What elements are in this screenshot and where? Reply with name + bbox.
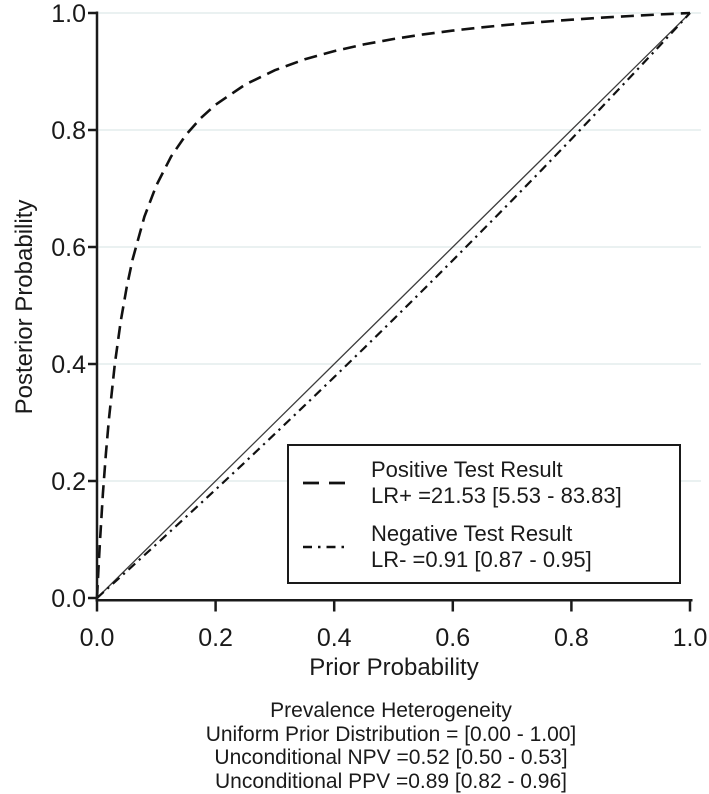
y-tick-label: 0.4 (51, 351, 86, 379)
y-tick-label: 0.0 (51, 585, 86, 613)
footer-note-prior: Uniform Prior Distribution = [0.00 - 1.0… (205, 722, 577, 746)
footer-note-ppv: Unconditional PPV =0.89 [0.82 - 0.96] (215, 769, 567, 793)
legend-stat-negative: LR- =0.91 [0.87 - 0.95] (371, 547, 592, 572)
x-tick-label: 1.0 (673, 624, 708, 652)
dashdot-line-sample-icon (303, 545, 347, 549)
series-reference-line-posterior-equals-prior (96, 12, 691, 599)
dashed-line-sample-icon (303, 481, 347, 485)
footer-note-npv: Unconditional NPV =0.52 [0.50 - 0.53] (214, 746, 568, 769)
y-axis-title: Posterior Probability (11, 199, 38, 415)
series-negative-test-result (96, 12, 691, 599)
legend-stat-positive: LR+ =21.53 [5.53 - 83.83] (371, 483, 622, 508)
y-tick-label: 0.2 (51, 468, 86, 496)
x-tick-label: 0.8 (554, 624, 589, 652)
x-axis-title: Prior Probability (309, 654, 479, 681)
footer-note-title: Prevalence Heterogeneity (270, 699, 512, 722)
x-tick-label: 0.2 (198, 624, 233, 652)
y-tick-label: 0.6 (51, 234, 86, 262)
legend-entry-negative: Negative Test Result LR- =0.91 [0.87 - 0… (303, 521, 669, 573)
legend-label-positive: Positive Test Result (371, 457, 563, 482)
x-tick-label: 0.4 (317, 624, 352, 652)
y-tick-label: 1.0 (51, 0, 86, 28)
series-positive-test-result (95, 11, 691, 599)
footer-notes: Prevalence Heterogeneity Uniform Prior D… (71, 699, 709, 793)
plot-area: 0.0 0.2 0.4 0.6 0.8 1.0 0.0 0.2 0.4 0.6 0.8 1.0 (51, 0, 708, 652)
legend-box: Positive Test Result LR+ =21.53 [5.53 - … (287, 444, 681, 584)
legend-label-negative: Negative Test Result (371, 521, 573, 546)
legend-text-negative: Negative Test Result LR- =0.91 [0.87 - 0… (371, 521, 592, 573)
legend-entry-positive: Positive Test Result LR+ =21.53 [5.53 - … (303, 457, 669, 509)
legend-text-positive: Positive Test Result LR+ =21.53 [5.53 - … (371, 457, 622, 509)
y-tick-label: 0.8 (51, 117, 86, 145)
x-tick-label: 0.0 (80, 624, 115, 652)
x-tick-label: 0.6 (435, 624, 470, 652)
